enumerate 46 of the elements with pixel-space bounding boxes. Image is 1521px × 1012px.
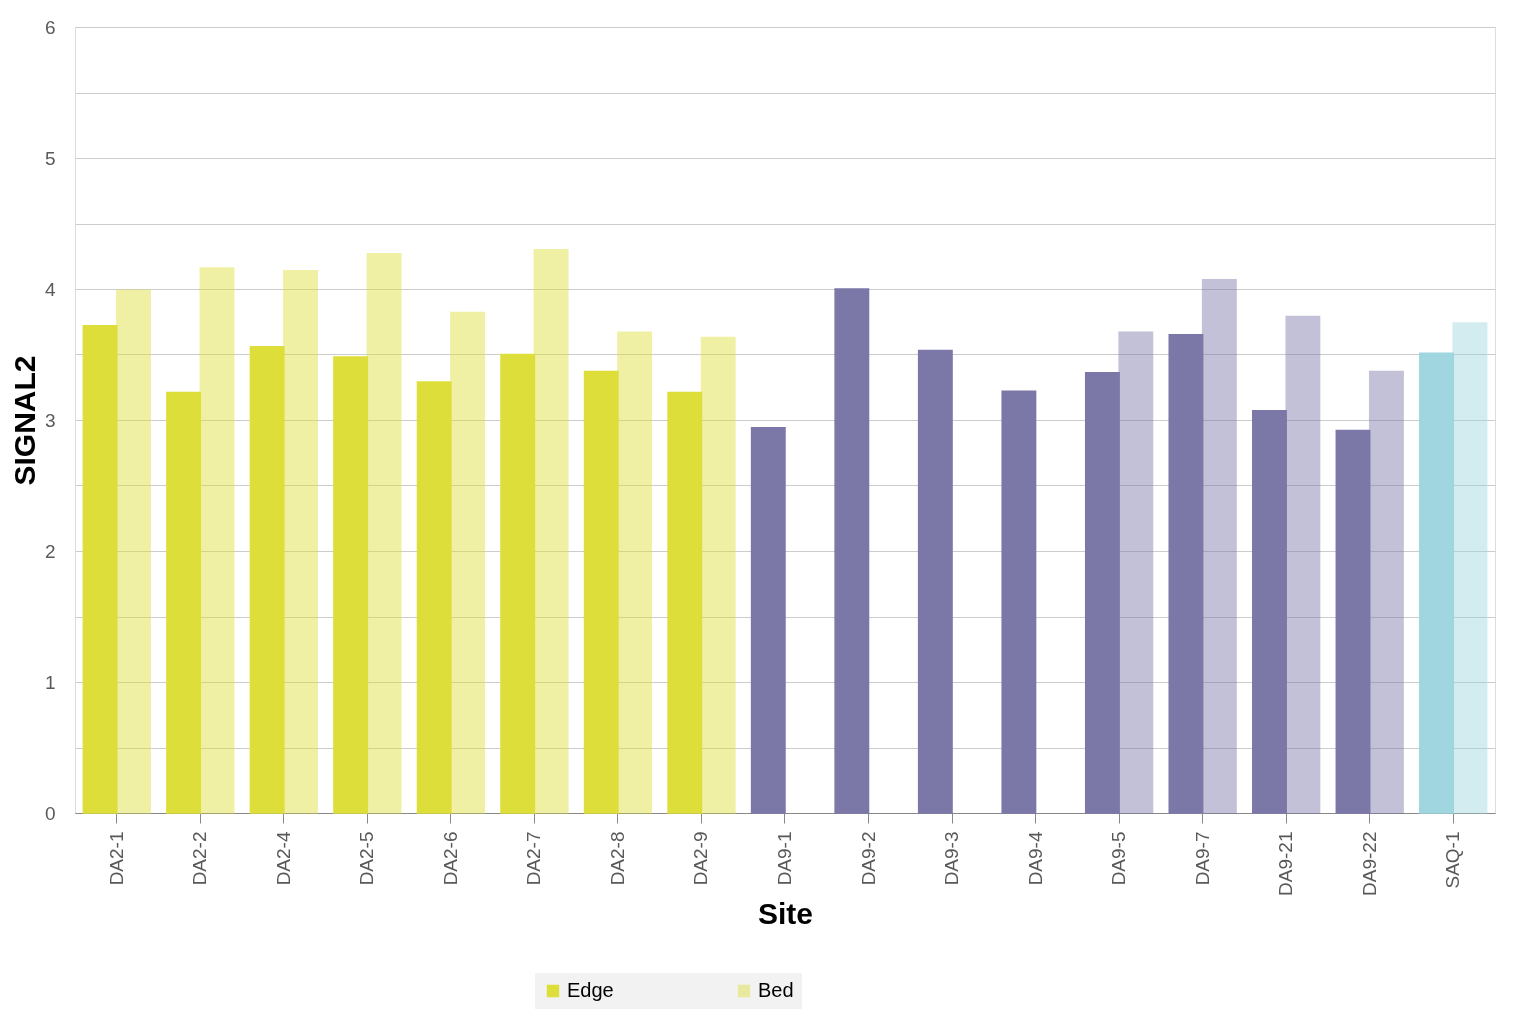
bar	[750, 427, 786, 814]
x-tick-label: DA9-1	[774, 831, 795, 886]
x-tick-label: DA9-5	[1108, 831, 1130, 886]
x-tick-label: DA2-4	[272, 831, 294, 886]
bar	[700, 336, 736, 814]
bar	[533, 248, 569, 814]
legend-label: Bed	[758, 979, 794, 1001]
bar	[1084, 372, 1120, 814]
y-tick-label: 0	[44, 802, 56, 824]
bar	[366, 252, 402, 814]
bar	[450, 311, 486, 814]
bar	[834, 288, 870, 814]
x-tick-label: DA2-6	[439, 831, 461, 886]
y-tick-label: 3	[44, 409, 56, 431]
bar	[617, 331, 653, 814]
bar	[283, 269, 318, 814]
bar	[1452, 322, 1488, 814]
bar	[1252, 410, 1287, 814]
legend-label: Edge	[567, 979, 614, 1001]
bar	[1419, 352, 1454, 814]
y-tick-label: 2	[44, 540, 56, 562]
x-tick-label: DA9-2	[857, 831, 879, 886]
x-tick-label: DA2-2	[189, 831, 211, 886]
y-tick-label: 6	[44, 16, 56, 38]
x-tick-label: DA2-5	[356, 831, 378, 886]
y-axis-title: SIGNAL2	[7, 355, 41, 486]
x-tick-label: DA2-9	[690, 831, 712, 886]
bar	[1168, 334, 1204, 814]
x-tick-label: DA9-4	[1024, 831, 1046, 886]
x-tick-label: DA9-22	[1358, 831, 1380, 896]
bar	[1335, 429, 1371, 814]
x-axis-title: Site	[757, 896, 814, 930]
x-tick-label: DA9-7	[1191, 831, 1213, 886]
x-tick-label: DA2-8	[606, 831, 628, 886]
y-tick-label: 4	[44, 278, 56, 300]
x-tick-label: SAQ-1	[1442, 831, 1464, 889]
x-tick-label: DA2-1	[105, 831, 127, 886]
bar	[116, 289, 151, 814]
y-tick-label: 1	[44, 671, 56, 693]
bar	[917, 349, 953, 814]
x-tick-label: DA9-21	[1275, 831, 1297, 896]
bar	[1001, 390, 1037, 814]
x-tick-label: DA9-3	[941, 831, 963, 886]
x-tick-label: DA2-7	[523, 831, 545, 886]
bar	[199, 267, 235, 814]
y-tick-label: 5	[44, 147, 56, 169]
